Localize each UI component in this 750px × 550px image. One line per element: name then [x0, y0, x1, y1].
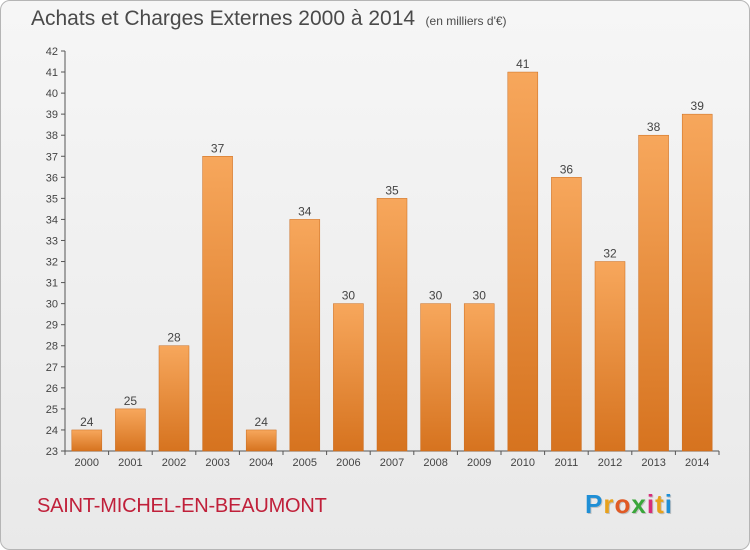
logo-letter: r — [603, 489, 615, 519]
x-tick-label: 2010 — [511, 457, 535, 469]
logo-letter: o — [614, 489, 632, 519]
x-tick-label: 2011 — [555, 457, 579, 469]
x-tick-label: 2008 — [423, 457, 447, 469]
bar — [245, 429, 277, 452]
x-axis: 2000 2001 2002 2003 2004 2005 2006 2007 2008 2009… — [64, 450, 720, 469]
y-tick-label: 36 — [46, 172, 58, 184]
x-tick-label: 2007 — [380, 457, 404, 469]
y-tick-label: 37 — [46, 151, 58, 163]
y-axis: 23 24 25 26 27 28 29 30 31 32 33 34 35 36 37 38 39 40 41 42 — [46, 46, 66, 458]
y-tick-label: 35 — [46, 193, 58, 205]
data-label: 39 — [691, 99, 705, 113]
data-label: 36 — [560, 162, 574, 176]
x-tick-label: 2003 — [205, 457, 229, 469]
bar — [289, 219, 321, 452]
x-tick-label: 2002 — [162, 457, 186, 469]
bar — [376, 198, 408, 452]
x-tick-label: 2001 — [118, 457, 142, 469]
logo-letter: x — [631, 489, 647, 519]
proxiti-logo[interactable]: Proxiti — [585, 489, 673, 520]
commune-name: SAINT-MICHEL-EN-BEAUMONT — [37, 495, 327, 517]
bars — [71, 71, 713, 452]
y-tick-label: 23 — [46, 446, 58, 458]
data-label: 24 — [80, 415, 94, 429]
x-tick-label: 2006 — [336, 457, 360, 469]
bar — [594, 261, 626, 452]
y-tick-label: 29 — [46, 320, 58, 332]
y-tick-label: 34 — [46, 214, 58, 226]
bar — [638, 134, 669, 452]
bar — [463, 303, 495, 452]
chart-subtitle: (en milliers d'€) — [425, 14, 507, 28]
x-tick-label: 2005 — [293, 457, 317, 469]
data-label: 37 — [211, 141, 225, 155]
data-label: 30 — [342, 289, 356, 303]
data-label: 34 — [298, 204, 312, 218]
data-label: 28 — [167, 331, 181, 345]
data-label: 24 — [255, 415, 269, 429]
bar — [681, 113, 713, 452]
y-tick-label: 30 — [46, 299, 58, 311]
logo-letter: i — [664, 489, 673, 519]
title-row: Achats et Charges Externes 2000 à 2014 (… — [31, 7, 507, 31]
y-tick-label: 26 — [46, 383, 58, 395]
x-tick-label: 2009 — [467, 457, 491, 469]
bar — [71, 429, 103, 452]
data-label: 30 — [429, 289, 443, 303]
data-label: 41 — [516, 57, 530, 71]
data-label: 30 — [473, 289, 487, 303]
data-label: 35 — [385, 183, 399, 197]
x-tick-label: 2000 — [75, 457, 99, 469]
data-label: 38 — [647, 120, 661, 134]
y-tick-label: 32 — [46, 257, 58, 269]
logo-letter: t — [655, 489, 665, 519]
y-tick-label: 33 — [46, 235, 58, 247]
data-labels: 24 25 28 37 24 34 30 35 30 30 41 36 32 38 39 — [80, 57, 704, 429]
x-tick-label: 2013 — [641, 457, 665, 469]
data-label: 25 — [124, 394, 138, 408]
y-tick-label: 40 — [46, 88, 58, 100]
y-tick-label: 42 — [46, 46, 58, 58]
y-tick-label: 31 — [46, 278, 58, 290]
y-tick-label: 24 — [46, 425, 58, 437]
bar — [158, 345, 190, 452]
y-tick-label: 39 — [46, 109, 58, 121]
y-tick-label: 38 — [46, 130, 58, 142]
y-tick-label: 27 — [46, 362, 58, 374]
y-tick-label: 41 — [46, 67, 58, 79]
y-tick-label: 28 — [46, 341, 58, 353]
y-tick-label: 25 — [46, 404, 58, 416]
bar — [202, 156, 233, 452]
bar — [115, 408, 146, 452]
chart-title: Achats et Charges Externes 2000 à 2014 — [31, 7, 416, 30]
x-tick-label: 2004 — [249, 457, 273, 469]
bar — [333, 303, 364, 452]
logo-letter: i — [646, 489, 656, 519]
data-label: 32 — [603, 247, 617, 261]
bar — [551, 177, 582, 452]
x-tick-label: 2014 — [685, 457, 709, 469]
bar — [507, 71, 539, 452]
bar — [420, 303, 451, 452]
x-tick-label: 2012 — [598, 457, 622, 469]
logo-letter: P — [585, 489, 604, 519]
